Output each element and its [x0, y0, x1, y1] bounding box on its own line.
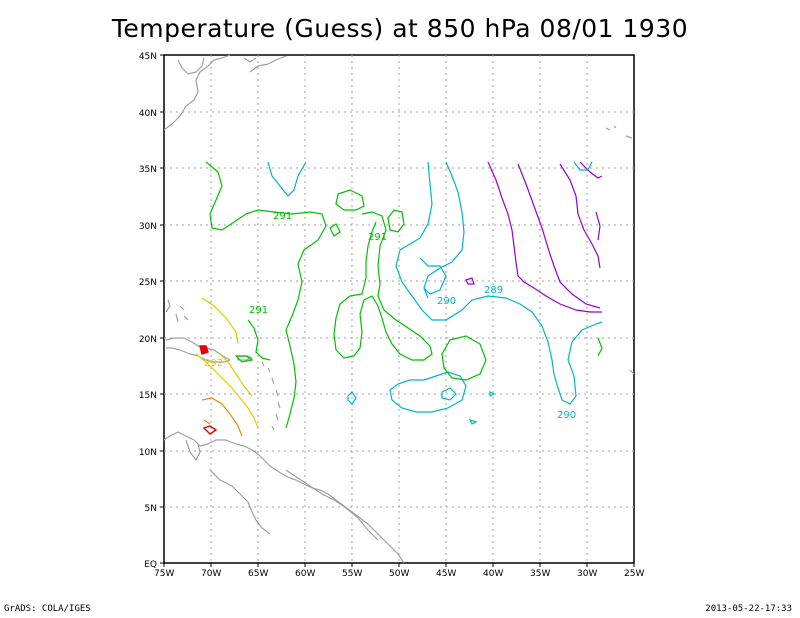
grid: [164, 55, 634, 563]
contour-294: [202, 425, 218, 435]
map-title: Temperature (Guess) at 850 hPa 08/01 193…: [111, 14, 689, 43]
contour-label: 290: [557, 410, 576, 421]
contour-291: [387, 209, 405, 233]
contours-289: [465, 161, 603, 313]
y-tick-label: EQ: [144, 560, 157, 570]
y-tick-label: 20N: [139, 335, 157, 345]
contours-292: [195, 297, 259, 429]
x-tick-label: 25W: [624, 569, 644, 579]
x-tick-label: 60W: [295, 569, 315, 579]
contour-label: 291: [368, 232, 387, 243]
x-tick-label: 65W: [248, 569, 268, 579]
contour-291: [333, 211, 433, 361]
contour-290: [395, 161, 603, 405]
contour-289: [487, 161, 602, 313]
contour-291: [329, 223, 341, 237]
contour-290: [419, 257, 447, 295]
contour-291: [597, 337, 603, 357]
contour-290: [347, 391, 357, 405]
coastline-guianas: [285, 469, 379, 541]
coastline-south-america: [163, 431, 405, 564]
contour-289: [595, 211, 601, 241]
x-tick-label: 40W: [483, 569, 503, 579]
coastline-maritimes: [243, 57, 257, 63]
x-tick-label: 30W: [577, 569, 597, 579]
contour-292: [201, 297, 239, 345]
y-tick-label: 15N: [139, 391, 157, 401]
coastline-azores: [605, 125, 633, 139]
contour-293: [201, 397, 243, 437]
contour-290: [423, 161, 465, 299]
tick-marks: [160, 54, 635, 567]
contour-290: [573, 161, 593, 171]
contour-291: [335, 189, 365, 211]
contour-labels: 291 291 291 290 289 290 292: [204, 211, 576, 421]
coastline-lake-maracaibo: [185, 439, 201, 461]
footer-timestamp: 2013-05-22-17:33: [705, 604, 792, 614]
coastline-lesser-antilles: [261, 361, 281, 431]
contour-289: [465, 277, 475, 285]
contour-291: [247, 319, 271, 361]
y-tick-label: 30N: [139, 222, 157, 232]
y-tick-label: 10N: [139, 448, 157, 458]
contours-293: [201, 397, 243, 437]
coastline-nova-scotia: [249, 55, 287, 73]
contour-292: [195, 353, 259, 429]
coastline-venezuela-inland: [209, 469, 271, 535]
contour-292: [219, 353, 253, 397]
coastline-north-america: [163, 54, 231, 131]
x-tick-label: 35W: [530, 569, 550, 579]
x-tick-label: 50W: [389, 569, 409, 579]
y-tick-label: 45N: [139, 52, 157, 62]
contour-289: [517, 163, 601, 309]
coastline-canaries: [629, 369, 635, 375]
contours-290: [267, 161, 603, 425]
contour-290: [468, 418, 478, 425]
y-tick-label: 5N: [145, 504, 157, 514]
contour-label: 290: [437, 296, 456, 307]
contour-label: 291: [249, 305, 268, 316]
contour-294: [199, 345, 209, 355]
contour-290: [441, 387, 457, 401]
contour-label: 289: [484, 285, 503, 296]
contours-291: [205, 161, 603, 429]
contour-label: 292: [204, 358, 223, 369]
x-tick-label: 75W: [154, 569, 174, 579]
x-tick-label: 55W: [342, 569, 362, 579]
y-tick-labels: EQ 5N 10N 15N 20N 25N 30N 35N 40N 45N: [139, 52, 157, 570]
contour-label: 291: [273, 211, 292, 222]
contour-291: [205, 161, 327, 429]
coastline-hispaniola: [165, 337, 231, 363]
contour-291: [441, 335, 487, 381]
y-tick-label: 40N: [139, 109, 157, 119]
y-tick-label: 35N: [139, 165, 157, 175]
coastline-new-england: [177, 57, 205, 75]
contour-289: [559, 163, 601, 269]
contours-294: [199, 345, 218, 435]
contour-293: [203, 419, 211, 425]
contour-291: [234, 355, 254, 363]
coastline-bahamas: [165, 299, 189, 323]
contour-289: [579, 161, 603, 179]
x-tick-labels: 75W 70W 65W 60W 55W 50W 45W 40W 35W 30W …: [154, 569, 644, 579]
footer-credit: GrADS: COLA/IGES: [4, 604, 91, 614]
y-tick-label: 25N: [139, 278, 157, 288]
coastlines: [163, 54, 635, 564]
contour-290: [267, 161, 307, 197]
x-tick-label: 45W: [436, 569, 456, 579]
contour-290: [389, 371, 467, 413]
contour-290: [489, 391, 496, 397]
x-tick-label: 70W: [201, 569, 221, 579]
